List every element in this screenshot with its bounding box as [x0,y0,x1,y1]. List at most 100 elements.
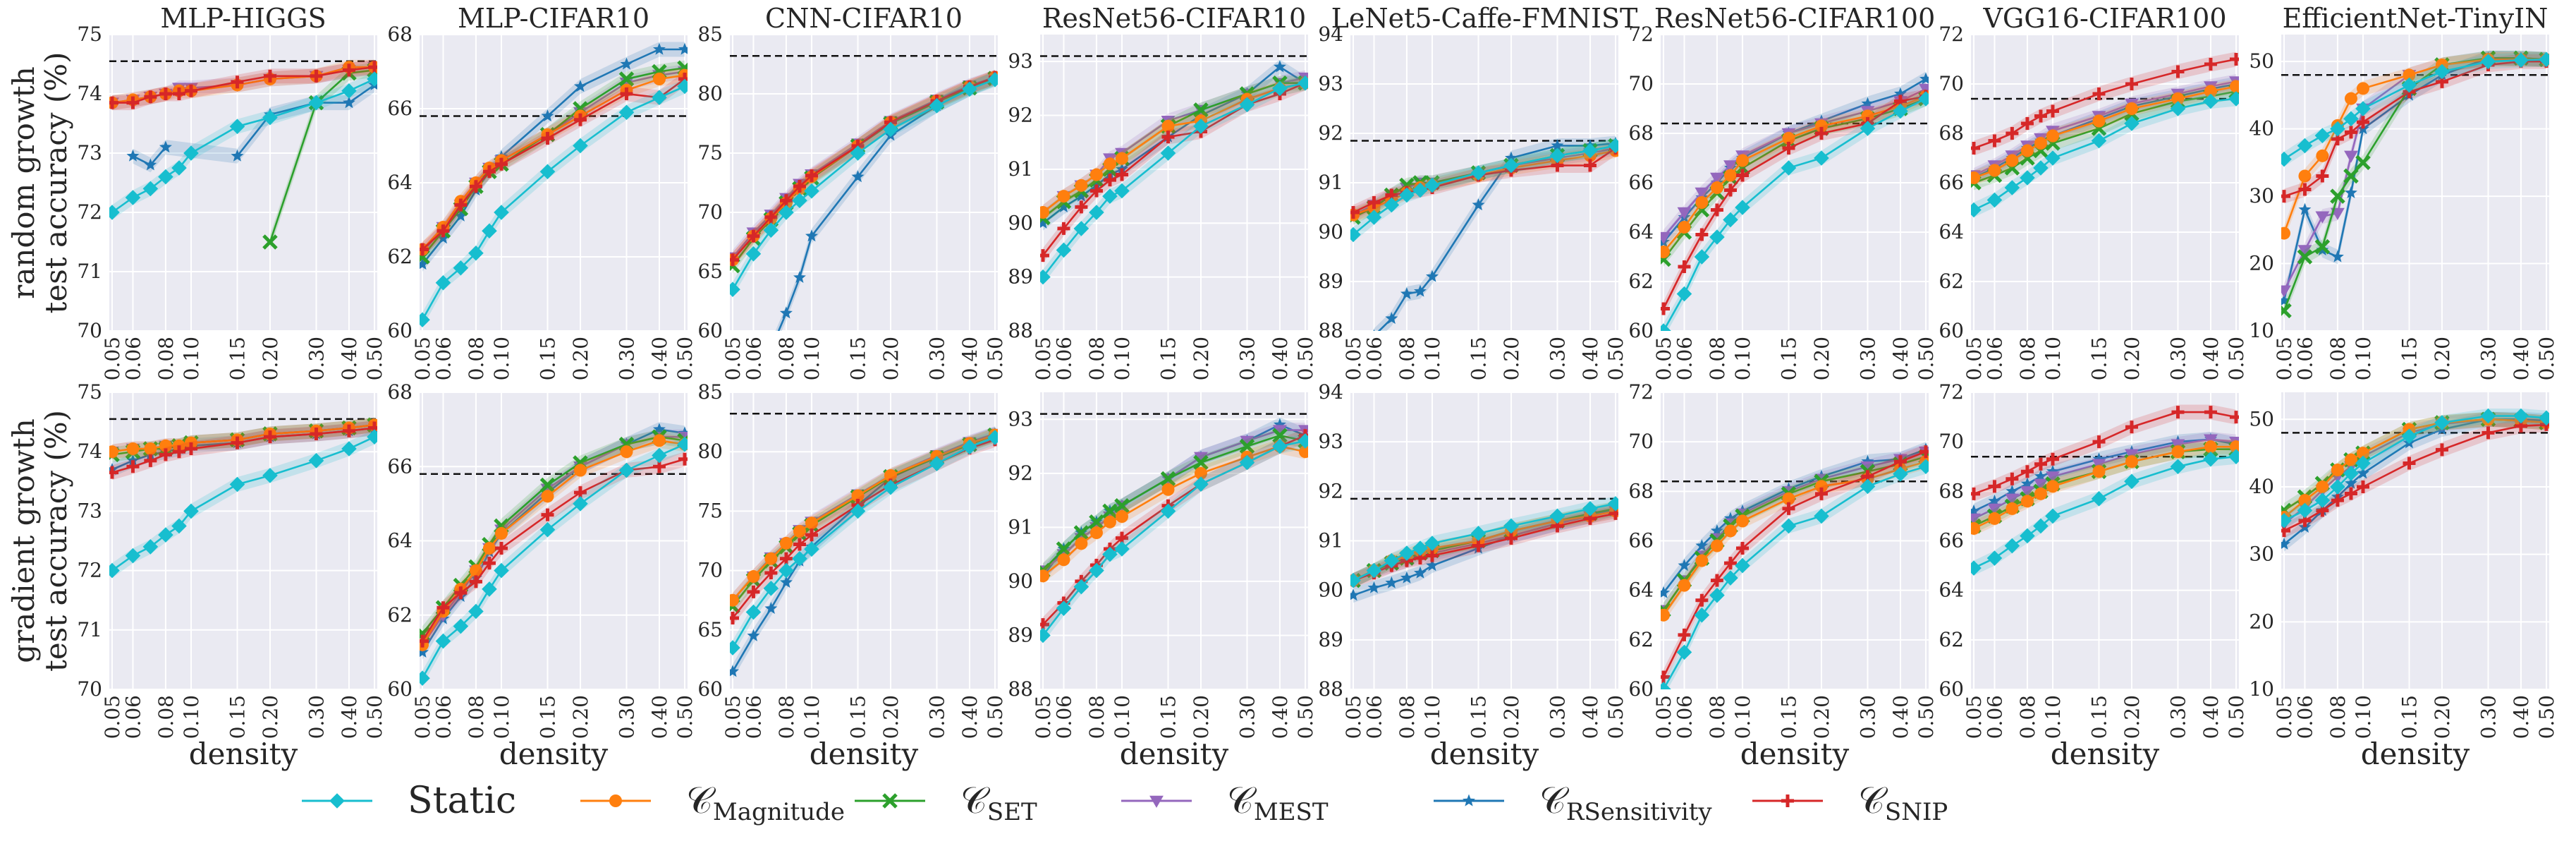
series-static [420,436,688,687]
data-point [469,564,482,577]
data-point [469,575,482,588]
data-point [1678,260,1691,273]
series-static [1350,496,1618,588]
ytick-label: 68 [1628,479,1654,502]
data-point [618,462,635,478]
data-point [109,205,120,220]
xtick-label: 0.30 [1546,337,1569,380]
data-point [126,442,140,455]
data-point [2434,64,2450,80]
data-point [1274,60,1286,73]
xtick-label: 0.20 [2431,695,2454,739]
data-point [1240,435,1255,448]
data-point [573,113,587,126]
ytick-label: 66 [1939,171,1964,194]
data-point [2092,114,2106,128]
data-point [1089,205,1104,220]
data-point [1988,164,2001,177]
data-point [2020,477,2034,490]
series-layer [109,59,377,250]
data-point [1075,179,1088,192]
data-point [1239,438,1255,454]
data-point [2357,466,2369,479]
ytick-label: 92 [1008,461,1033,485]
data-point [851,170,865,183]
series-static [1971,91,2239,218]
xtick-label: 0.50 [2225,337,2248,380]
data-point [763,222,779,238]
subplot-gradient-6: 60 62 64 66 68 70 72 0.050.06 0.08 0.10 0.15 0.20 0.… [1628,380,1938,771]
xtick-label: 0.15 [2087,337,2111,380]
data-point [730,253,739,267]
data-point [310,69,323,83]
data-point [2314,493,2331,508]
data-point [2046,452,2059,466]
xtick-label: 0.30 [615,337,638,380]
ytick-label: 93 [1008,49,1033,73]
ytick-label: 75 [77,380,102,404]
xtick-label: 0.10 [1731,695,1754,739]
data-point [764,566,778,579]
data-point [1239,97,1255,113]
data-point [1735,200,1750,215]
data-point [2125,78,2138,90]
ytick-label: 72 [1628,23,1654,46]
series-layer [1661,71,1929,331]
data-point [1893,103,1908,119]
data-point [343,96,355,109]
data-point [2281,285,2291,298]
data-point [747,585,760,598]
data-point [1057,222,1070,235]
data-point [125,190,141,205]
data-point [1040,569,1049,583]
data-point [1057,200,1070,212]
data-point [171,160,187,176]
xtick-label: 0.15 [1467,695,1490,739]
data-point [1160,503,1176,519]
data-point [1102,503,1118,519]
xtick-label: 0.08 [2016,695,2039,739]
ytick-label: 40 [2249,117,2274,140]
xtick-label: 0.15 [2398,337,2421,380]
data-point [262,109,278,126]
data-point [2020,528,2035,544]
series-static [1040,433,1308,643]
xtick-label: 0.20 [1500,337,1523,380]
data-point [1661,323,1671,331]
data-point [1661,231,1671,244]
data-point [1056,541,1072,557]
xtick-label: 0.20 [879,337,903,380]
data-point [1089,514,1104,530]
data-point [2091,491,2107,507]
series-layer [1350,496,1618,603]
data-point [1274,418,1286,430]
ytick-label: 72 [77,200,102,224]
xtick-label: 0.06 [432,337,455,380]
subplot-title: CNN-CIFAR10 [765,3,963,34]
data-point [850,145,866,161]
data-point [144,442,157,455]
data-point [2034,487,2047,500]
data-point [468,603,484,620]
data-point [1710,574,1723,587]
data-point [2046,480,2059,493]
xtick-label: 0.20 [259,695,282,739]
data-point [929,98,945,114]
ytick-label: 73 [77,499,102,522]
data-point [541,132,554,145]
data-point [2480,408,2496,424]
data-point [1723,160,1738,173]
data-point [2171,406,2185,419]
xtick-label: 0.50 [2535,337,2558,380]
xtick-label: 0.40 [338,695,361,739]
data-point [159,448,172,461]
data-point [126,460,140,473]
data-point [2403,457,2416,470]
legend-subscript: SET [987,798,1037,826]
confidence-band [1353,140,1616,220]
data-point [435,274,451,291]
data-point [1723,557,1737,570]
data-point [1724,512,1737,524]
data-point [1695,539,1709,552]
xtick-label: 0.30 [925,337,948,380]
